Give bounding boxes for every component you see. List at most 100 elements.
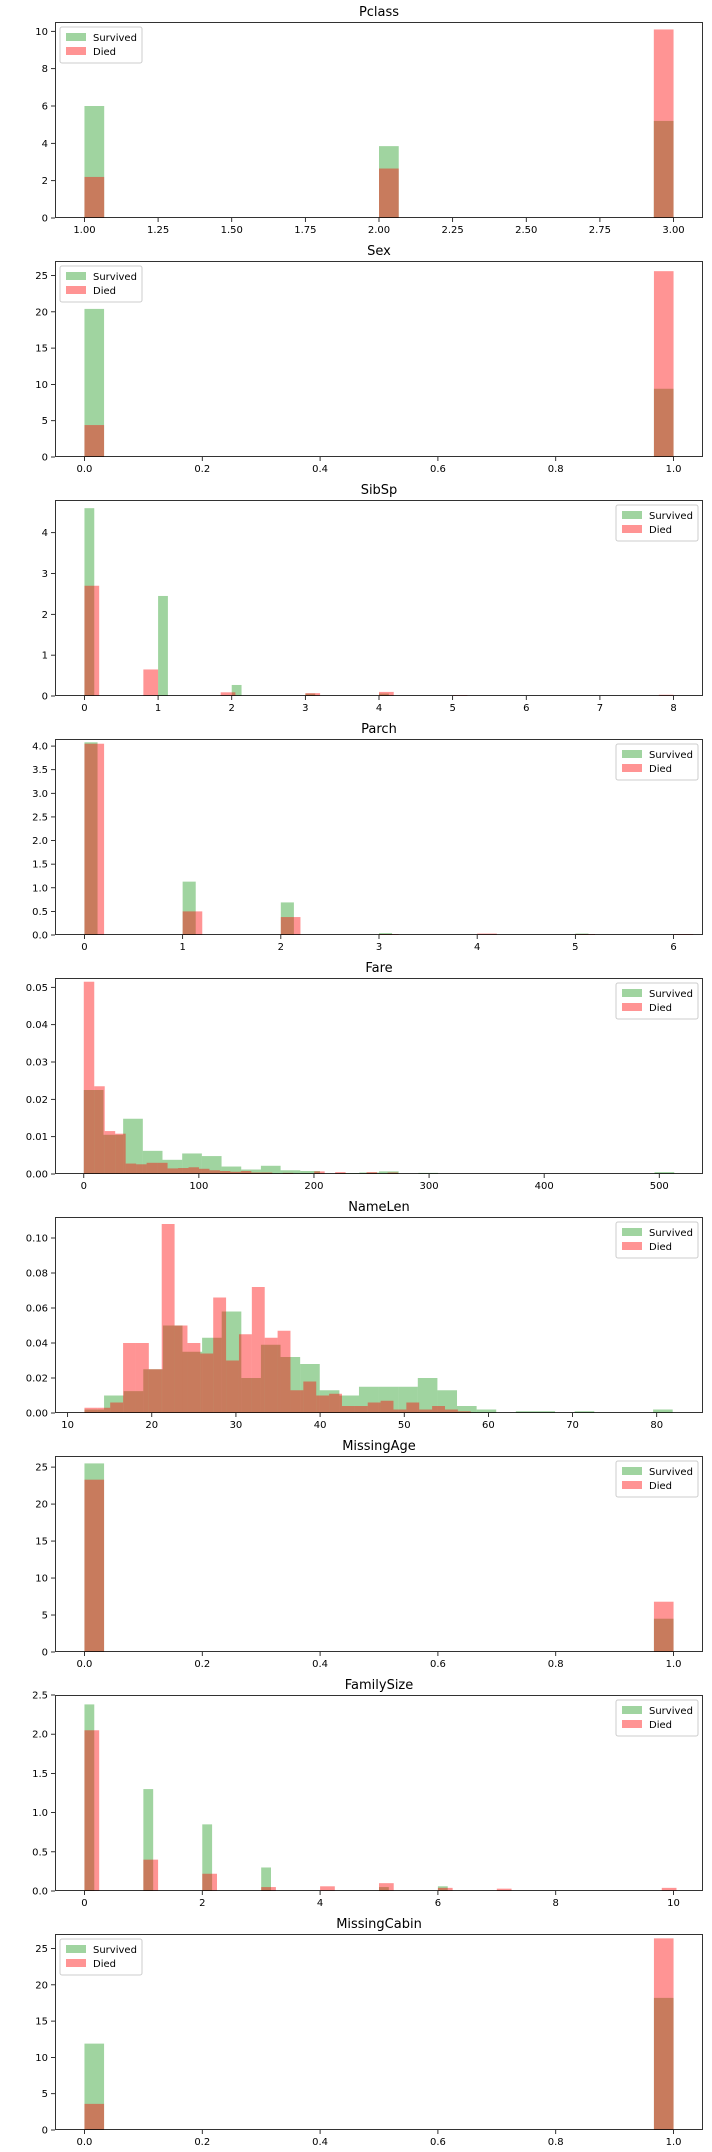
survived-bar: [653, 120, 674, 218]
died-bar: [220, 692, 236, 696]
x-tick-label: 6: [670, 942, 676, 953]
axes-frame: [55, 739, 703, 935]
x-tick-label: 0.8: [548, 464, 564, 475]
legend-died-label: Died: [649, 525, 672, 536]
died-bar: [379, 168, 399, 218]
legend: Survived Died: [59, 1938, 143, 1976]
legend: Survived Died: [615, 1460, 699, 1498]
died-bar: [213, 1297, 227, 1413]
x-tick-label: 80: [650, 1420, 663, 1431]
survived-bar: [162, 1325, 183, 1413]
legend-died-label: Died: [649, 1242, 672, 1253]
survived-bar: [143, 1789, 154, 1891]
survived-bar: [260, 1344, 281, 1413]
y-tick-label: 0.03: [26, 1058, 48, 1069]
died-bar: [143, 1859, 159, 1891]
x-tick-label: 8: [670, 703, 676, 714]
survived-bar: [476, 1409, 497, 1413]
survived-bar: [182, 1153, 202, 1174]
x-tick-label: 0.0: [77, 1659, 93, 1670]
survived-bar: [84, 1463, 105, 1652]
x-tick-label: 1.75: [294, 225, 316, 236]
legend-died-label: Died: [649, 1003, 672, 1014]
survived-bar: [103, 1134, 124, 1174]
legend-survived-swatch: [622, 511, 642, 519]
legend-survived-label: Survived: [93, 33, 137, 44]
x-tick-label: 10: [667, 1898, 680, 1909]
survived-bar: [84, 106, 105, 218]
x-tick-label: 0.2: [194, 464, 210, 475]
x-tick-label: 1.0: [666, 464, 682, 475]
survived-bar: [280, 1170, 301, 1174]
x-tick-label: 2: [229, 703, 235, 714]
x-tick-label: 4: [376, 703, 382, 714]
panel-title: MissingCabin: [336, 1917, 422, 1932]
died-bar: [125, 1163, 137, 1174]
died-bar: [335, 1172, 346, 1174]
x-tick-label: 500: [650, 1181, 669, 1192]
y-tick-label: 0.04: [26, 1339, 48, 1350]
x-tick-label: 1.0: [666, 2137, 682, 2148]
legend: Survived Died: [615, 743, 699, 781]
survived-bar: [84, 308, 105, 457]
survived-bar: [653, 1997, 674, 2130]
survived-bar: [379, 693, 389, 696]
died-bar: [354, 1406, 368, 1413]
x-tick-label: 1: [179, 942, 185, 953]
x-tick-label: 1.0: [666, 1659, 682, 1670]
x-tick-label: 2.75: [589, 225, 611, 236]
legend-box: [59, 265, 143, 303]
survived-bar: [319, 1390, 340, 1413]
x-tick-label: 40: [314, 1420, 327, 1431]
x-tick-label: 6: [435, 1898, 441, 1909]
survived-bar: [182, 1351, 203, 1413]
died-bar: [653, 1938, 674, 2130]
died-bar: [148, 1369, 162, 1413]
x-tick-label: 2.25: [442, 225, 464, 236]
legend-died-swatch: [622, 764, 642, 772]
legend: Survived Died: [615, 1221, 699, 1259]
bars-group: [84, 742, 694, 935]
died-bar: [341, 1406, 355, 1413]
died-bar: [187, 1343, 201, 1413]
survived-bar: [437, 1390, 458, 1413]
legend-died-swatch: [622, 1481, 642, 1489]
legend-died-swatch: [66, 47, 86, 55]
x-tick-label: 200: [304, 1181, 323, 1192]
died-bar: [161, 1224, 175, 1413]
survived-bar: [84, 1409, 105, 1413]
x-tick-label: 0: [81, 703, 87, 714]
survived-bar: [654, 1172, 675, 1174]
x-tick-label: 1: [155, 703, 161, 714]
survived-bar: [305, 693, 316, 696]
panel-title: MissingAge: [342, 1439, 416, 1454]
died-bar: [202, 1873, 217, 1891]
y-tick-label: 0.08: [26, 1269, 48, 1280]
survived-bar: [84, 742, 98, 935]
x-tick-label: 4: [474, 942, 480, 953]
x-tick-label: 20: [145, 1420, 158, 1431]
x-tick-label: 70: [566, 1420, 579, 1431]
died-bar: [653, 29, 674, 218]
died-bar: [379, 1883, 394, 1891]
survived-bar: [653, 1409, 673, 1413]
died-bar: [314, 1171, 325, 1174]
bars-group: [84, 1938, 674, 2130]
died-bar: [320, 1886, 335, 1891]
survived-bar: [123, 1391, 144, 1413]
legend-survived-swatch: [622, 750, 642, 758]
died-bar: [303, 1381, 317, 1413]
died-bar: [393, 1409, 407, 1413]
legend-died-label: Died: [93, 1959, 116, 1970]
x-tick-label: 0.2: [194, 2137, 210, 2148]
y-tick-label: 10: [35, 380, 48, 391]
panel-title: SibSp: [361, 483, 398, 498]
axes-frame: [55, 1934, 703, 2130]
y-tick-label: 0: [42, 453, 48, 464]
died-bar: [379, 691, 394, 696]
x-tick-label: 10: [61, 1420, 74, 1431]
y-tick-label: 0.00: [26, 1409, 48, 1420]
y-tick-label: 25: [35, 271, 48, 282]
survived-bar: [162, 1159, 183, 1174]
x-tick-label: 0: [81, 1898, 87, 1909]
